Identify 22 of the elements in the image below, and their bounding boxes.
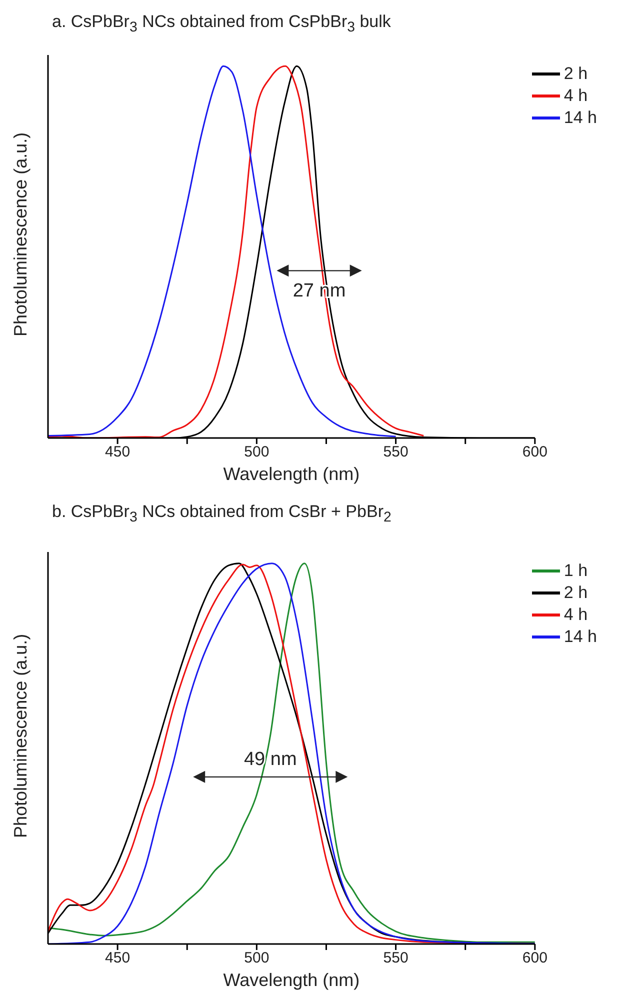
x-tick-label: 500	[244, 444, 270, 461]
x-axis-title: Wavelength (nm)	[223, 464, 360, 484]
legend-label: 2 h	[564, 63, 588, 85]
y-axis-title: Photoluminescence (a.u.)	[10, 634, 30, 838]
legend-label: 4 h	[564, 85, 588, 107]
x-tick-label: 600	[522, 950, 548, 967]
legend-label: 14 h	[564, 626, 597, 648]
x-tick-label: 600	[522, 444, 548, 461]
x-tick-label: 550	[383, 444, 408, 461]
legend-label: 4 h	[564, 604, 588, 626]
legend-label: 14 h	[564, 107, 597, 129]
x-tick-label: 450	[105, 950, 130, 967]
x-axis-title: Wavelength (nm)	[223, 970, 360, 990]
y-axis-title: Photoluminescence (a.u.)	[10, 132, 30, 336]
x-tick-label: 500	[244, 950, 270, 967]
legend-label: 1 h	[564, 560, 588, 582]
x-tick-label: 550	[383, 950, 408, 967]
x-tick-label: 450	[105, 444, 130, 461]
annotation: 49 nm	[244, 748, 297, 770]
chart-title: b. CsPbBr$_{3}$ NCs obtained from CsBr + PbBr$_{2}$	[52, 502, 392, 526]
chart-title: a. CsPbBr$_{3}$ NCs obtained from CsPbBr$_{3}$ bulk	[52, 12, 391, 36]
legend-label: 2 h	[564, 582, 588, 604]
